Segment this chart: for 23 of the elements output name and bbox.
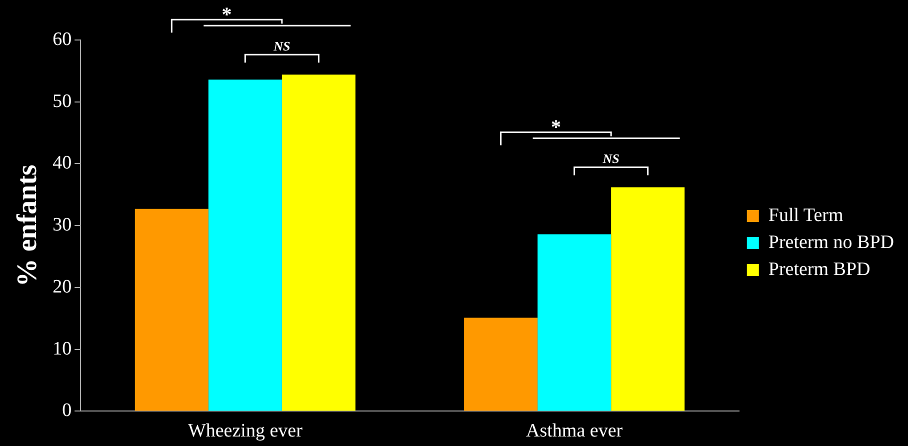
y-tick-label: 40 — [52, 152, 72, 174]
bar — [611, 187, 685, 411]
y-tick-label: 60 — [52, 28, 72, 50]
annotation: NS — [602, 151, 620, 166]
bar — [134, 208, 208, 411]
legend-label: Preterm BPD — [768, 258, 870, 280]
y-tick-label: 0 — [62, 400, 72, 422]
bar — [208, 80, 282, 411]
text: * — [222, 4, 232, 26]
y-axis-title: % enfants — [12, 164, 44, 287]
bar — [282, 74, 356, 411]
y-tick-label: 10 — [52, 338, 72, 360]
x-tick-label: Asthma ever — [526, 420, 624, 442]
bar — [464, 318, 538, 411]
annotation: NS — [272, 38, 290, 54]
x-tick-label: Wheezing ever — [188, 420, 304, 442]
annotation: * — [550, 116, 561, 138]
legend-label: Full Term — [768, 204, 844, 226]
bar — [538, 234, 612, 411]
y-tick-label: 50 — [52, 90, 72, 112]
y-tick-label: 20 — [52, 276, 72, 298]
y-tick-label: 30 — [52, 214, 72, 236]
legend-label: Preterm no BPD — [768, 232, 894, 253]
